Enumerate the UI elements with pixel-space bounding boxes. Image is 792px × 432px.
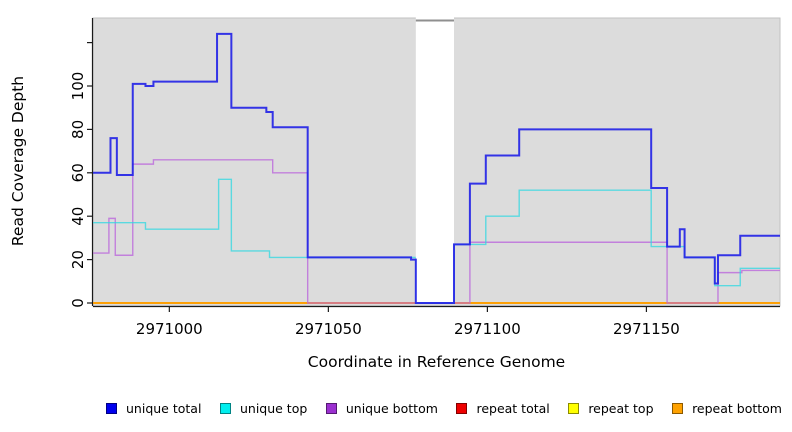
- y-tick-label: 0: [69, 298, 87, 308]
- mask-band: [415, 15, 454, 303]
- legend-item-repeat-bottom: repeat bottom: [672, 401, 782, 416]
- x-axis-title: Coordinate in Reference Genome: [307, 353, 566, 371]
- series-unique-bottom: [93, 159, 780, 304]
- legend-label: unique bottom: [345, 401, 438, 416]
- y-tick-label: 40: [69, 207, 87, 226]
- x-tick-label: 2971100: [454, 320, 521, 338]
- legend-item-unique-bottom: unique bottom: [325, 401, 438, 416]
- y-tick-label: 20: [69, 250, 87, 269]
- y-tick-label: 60: [69, 163, 87, 182]
- mask-band-top-border: [415, 19, 454, 22]
- series-unique-total: [93, 32, 780, 304]
- legend-swatch: [568, 403, 580, 414]
- legend-item-unique-top: unique top: [219, 401, 308, 416]
- legend-swatch: [219, 403, 231, 414]
- legend-swatch: [672, 403, 684, 414]
- x-tick-label: 2971000: [136, 320, 203, 338]
- legend-label: repeat bottom: [692, 401, 782, 416]
- legend-item-unique-total: unique total: [106, 401, 201, 416]
- legend-swatch: [325, 403, 337, 414]
- y-tick-label: 100: [69, 72, 87, 101]
- legend-swatch: [456, 403, 468, 414]
- legend-label: repeat top: [588, 401, 654, 416]
- y-tick-label: 80: [69, 120, 87, 139]
- legend-label: unique total: [126, 401, 202, 416]
- plot-svg: 2971000 2971050 2971100 2971150 0 20 40 60 80 100: [69, 15, 781, 338]
- legend: unique total unique top unique bottom repea…: [106, 401, 782, 416]
- x-tick-label: 2971150: [613, 320, 680, 338]
- legend-label: repeat total: [476, 401, 550, 416]
- y-axis-title: Read Coverage Depth: [9, 75, 27, 247]
- legend-swatch: [106, 403, 117, 414]
- legend-item-repeat-top: repeat top: [568, 401, 654, 416]
- legend-item-repeat-total: repeat total: [456, 401, 550, 416]
- x-tick-label: 2971050: [295, 320, 362, 338]
- legend-label: unique top: [239, 401, 308, 416]
